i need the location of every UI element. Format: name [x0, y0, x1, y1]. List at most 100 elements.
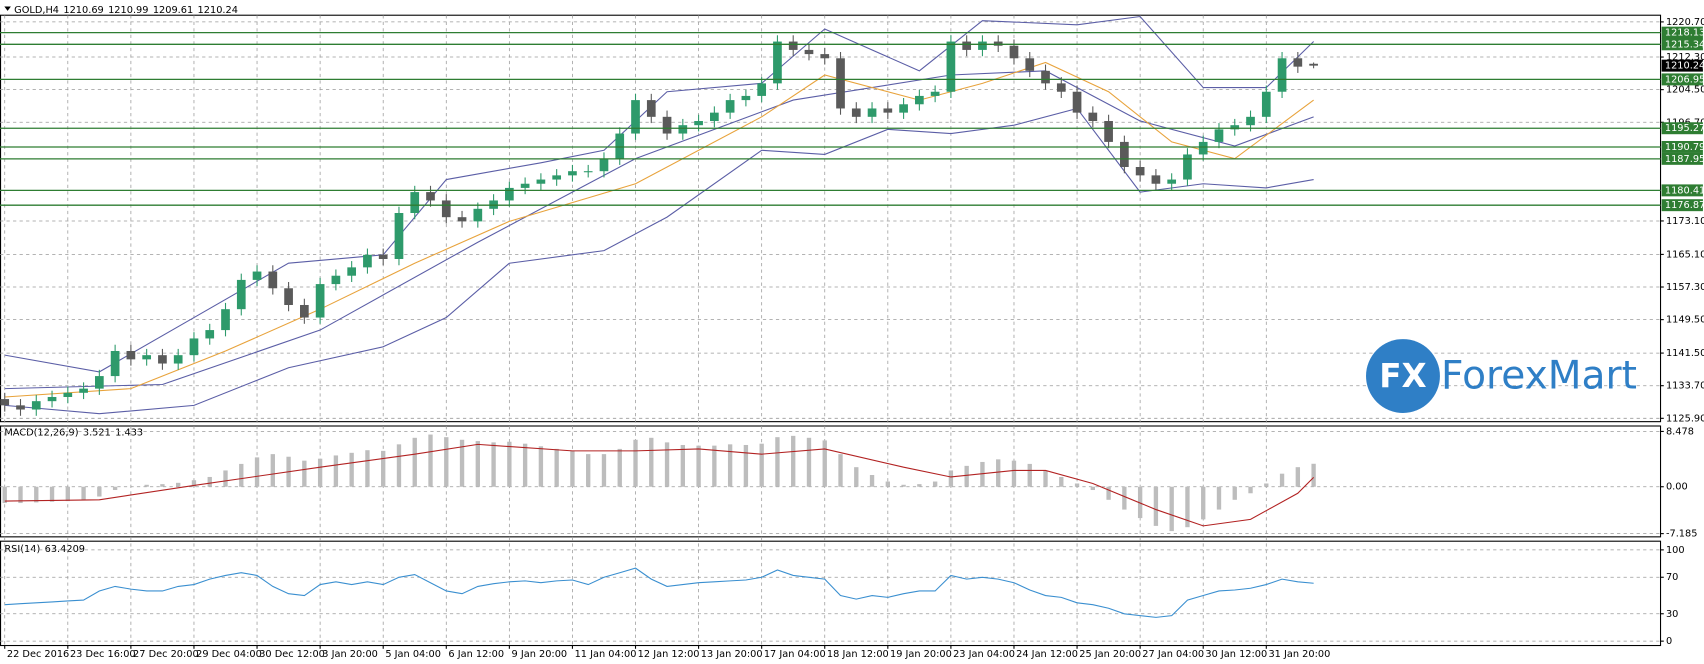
macd-bar	[428, 434, 433, 487]
candle-body	[867, 108, 877, 117]
candle-body	[946, 41, 956, 92]
candle-body	[1309, 63, 1318, 66]
x-tick-label: 30 Dec 12:00	[259, 649, 325, 660]
macd-bar	[901, 484, 906, 487]
low: 1209.61	[153, 5, 193, 16]
y-tick-label: 8.478	[1666, 426, 1694, 437]
candle-body	[1088, 112, 1098, 122]
candle-body	[836, 58, 845, 109]
macd-bar	[144, 484, 149, 487]
x-tick-label: 24 Jan 12:00	[1016, 649, 1078, 660]
macd-bar	[1232, 486, 1237, 500]
level-label: 1218.13	[1665, 28, 1704, 39]
x-tick-label: 30 Jan 12:00	[1205, 649, 1267, 660]
candle-body	[441, 200, 451, 218]
candle-body	[331, 275, 341, 285]
rsi-header: RSI(14) 63.4209	[4, 544, 85, 555]
macd-bar	[381, 450, 386, 487]
macd-bar	[349, 452, 354, 487]
overlay-line	[4, 61, 1314, 398]
macd-bar	[964, 465, 969, 487]
high: 1210.99	[108, 5, 148, 16]
macd-bar	[980, 461, 985, 487]
candle-body	[1025, 58, 1035, 71]
macd-bar	[522, 443, 528, 487]
candle-body	[568, 171, 577, 176]
level-box	[1661, 26, 1703, 39]
symbol: GOLD,H4	[14, 5, 59, 16]
candle-body	[1041, 70, 1050, 84]
candle-body	[694, 121, 703, 126]
macd-bar	[412, 437, 417, 487]
candle-body	[31, 401, 41, 410]
macd-panel	[0, 425, 1662, 538]
macd-bar	[1201, 486, 1206, 520]
level-box	[1661, 73, 1703, 86]
candle-body	[1151, 175, 1161, 184]
y-tick-label: 30	[1666, 609, 1678, 620]
candle-body	[536, 179, 546, 184]
candle-body	[615, 133, 625, 159]
candle-body	[16, 405, 25, 410]
x-tick-label: 27 Jan 04:00	[1142, 649, 1204, 660]
candle-body	[930, 91, 940, 96]
macd-bar	[207, 476, 212, 487]
candle-body	[583, 171, 593, 173]
candle-body	[1293, 58, 1303, 67]
x-tick-label: 25 Jan 20:00	[1079, 649, 1141, 660]
candle-body	[1104, 121, 1113, 142]
candle-body	[741, 95, 751, 101]
candle-body	[978, 41, 987, 50]
x-tick-label: 23 Dec 16:00	[70, 649, 136, 660]
candle-body	[473, 208, 483, 222]
candle-body	[710, 112, 719, 122]
macd-bar	[743, 444, 749, 487]
macd-bar	[586, 454, 591, 487]
candle-body	[426, 192, 435, 201]
candle-body	[851, 108, 861, 117]
candle-body	[599, 158, 609, 172]
level-label: 1206.95	[1665, 74, 1704, 85]
candle-body	[410, 192, 420, 213]
y-tick-label: 1220.70	[1666, 17, 1704, 28]
macd-bar	[1185, 486, 1190, 528]
candle-body	[1056, 83, 1066, 92]
macd-bar	[1279, 473, 1285, 487]
candle-body	[1261, 91, 1271, 117]
macd-bar	[838, 454, 843, 487]
macd-bar	[1153, 486, 1159, 526]
macd-bar	[1311, 463, 1316, 487]
macd-bar	[302, 460, 307, 487]
candle-body	[95, 376, 104, 389]
signal-line	[4, 443, 1315, 527]
macd-bar	[475, 441, 480, 487]
candle-body	[646, 100, 656, 117]
macd-bar	[885, 481, 890, 487]
macd-bar	[869, 475, 875, 487]
x-tick-label: 6 Jan 12:00	[448, 649, 504, 660]
candle-body	[252, 271, 262, 280]
macd-bar	[254, 457, 260, 487]
rsi-title: RSI(14)	[4, 544, 40, 555]
x-tick-label: 5 Jan 04:00	[385, 649, 441, 660]
candle-body	[284, 288, 293, 305]
candle-body	[1246, 116, 1255, 126]
rsi-panel	[0, 540, 1662, 647]
level-label: 1187.95	[1665, 154, 1704, 165]
candle-body	[757, 83, 767, 96]
macd-bar	[696, 445, 701, 487]
macd-bar	[317, 458, 323, 487]
y-tick-label: 1165.10	[1666, 249, 1704, 260]
macd-bar	[1059, 476, 1064, 487]
macd-bar	[191, 480, 197, 487]
candle-body	[678, 125, 688, 134]
x-tick-label: 29 Dec 04:00	[196, 649, 262, 660]
candle-body	[1230, 125, 1240, 130]
candle-body	[79, 388, 88, 393]
x-tick-label: 12 Jan 12:00	[638, 649, 700, 660]
y-tick-label: 1204.50	[1666, 85, 1704, 96]
logo-circle	[1366, 339, 1440, 413]
candle-body	[773, 41, 782, 84]
x-tick-label: 18 Jan 12:00	[827, 649, 889, 660]
